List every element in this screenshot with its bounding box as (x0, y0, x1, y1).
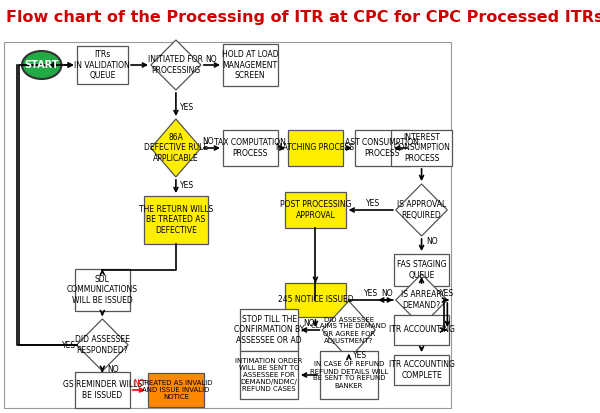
Text: YES: YES (181, 180, 194, 190)
Text: NO: NO (205, 55, 217, 64)
Text: MATCHING PROCESS: MATCHING PROCESS (277, 143, 355, 152)
Text: TREATED AS INVALID
AND ISSUE INVALID
NOTICE: TREATED AS INVALID AND ISSUE INVALID NOT… (140, 380, 212, 400)
Text: IS APPROVAL
REQUIRED: IS APPROVAL REQUIRED (397, 200, 446, 220)
Text: SDL
COMMUNICATIONS
WILL BE ISSUED: SDL COMMUNICATIONS WILL BE ISSUED (67, 275, 138, 305)
Text: NO: NO (202, 138, 214, 147)
Polygon shape (151, 119, 201, 177)
FancyBboxPatch shape (320, 351, 377, 399)
FancyBboxPatch shape (394, 355, 449, 385)
Text: YES: YES (62, 340, 76, 349)
FancyBboxPatch shape (394, 315, 449, 345)
Text: YES: YES (181, 104, 194, 112)
Text: THE RETURN WILLS
BE TREATED AS
DEFECTIVE: THE RETURN WILLS BE TREATED AS DEFECTIVE (139, 205, 213, 235)
Text: YES: YES (366, 199, 380, 209)
FancyBboxPatch shape (394, 254, 449, 286)
Text: NO: NO (107, 366, 119, 375)
Text: ITRs
IN VALIDATION
QUEUE: ITRs IN VALIDATION QUEUE (74, 50, 130, 80)
Text: NO: NO (426, 237, 438, 247)
Text: INTEREST
CONSUMPTION
PROCESS: INTEREST CONSUMPTION PROCESS (393, 133, 450, 163)
Text: AST CONSUMPTION
PROCESS: AST CONSUMPTION PROCESS (345, 138, 419, 158)
Text: HOLD AT LOAD
MANAGEMENT
SCREEN: HOLD AT LOAD MANAGEMENT SCREEN (222, 50, 278, 80)
FancyBboxPatch shape (223, 44, 278, 86)
Text: DID ASSESSEE
RESPONDED?: DID ASSESSEE RESPONDED? (75, 335, 130, 355)
Text: POST PROCESSING
APPROVAL: POST PROCESSING APPROVAL (280, 200, 351, 220)
Text: IS ARREAR
DEMAND?: IS ARREAR DEMAND? (401, 290, 442, 310)
FancyBboxPatch shape (241, 309, 298, 351)
Text: INTIMATION ORDER
WILL BE SENT TO
ASSESSEE FOR
DEMAND/NDMC/
REFUND CASES: INTIMATION ORDER WILL BE SENT TO ASSESSE… (235, 358, 303, 392)
Text: YES: YES (353, 351, 367, 361)
Polygon shape (396, 274, 448, 326)
Text: INITIATED FOR
PROCESSING: INITIATED FOR PROCESSING (148, 55, 203, 75)
FancyBboxPatch shape (288, 130, 343, 166)
Text: YES: YES (440, 290, 454, 299)
FancyBboxPatch shape (77, 46, 128, 84)
Text: NO: NO (304, 320, 315, 328)
FancyBboxPatch shape (355, 130, 409, 166)
Text: IN CASE OF REFUND
REFUND DETAILS WILL
BE SENT TO REFUND
BANKER: IN CASE OF REFUND REFUND DETAILS WILL BE… (310, 361, 388, 389)
FancyBboxPatch shape (285, 283, 346, 317)
Text: START: START (25, 60, 59, 70)
Text: YES: YES (364, 290, 379, 299)
Text: DID ASSESSEE
CLAIMS THE DEMAND
OR AGREE FOR
ADJUSTMENT?: DID ASSESSEE CLAIMS THE DEMAND OR AGREE … (311, 316, 386, 344)
FancyBboxPatch shape (241, 351, 298, 399)
Text: ITR ACCOUNTING
COMPLETE: ITR ACCOUNTING COMPLETE (389, 360, 455, 380)
Text: Flow chart of the Processing of ITR at CPC for CPC Processed ITRs:: Flow chart of the Processing of ITR at C… (6, 10, 600, 25)
Text: 86A
DEFECTIVE RULE
APPLICABLE: 86A DEFECTIVE RULE APPLICABLE (144, 133, 208, 163)
FancyBboxPatch shape (285, 192, 346, 228)
Text: STOP TILL THE
CONFIRMATION BY
ASSESSEE OR AD: STOP TILL THE CONFIRMATION BY ASSESSEE O… (234, 315, 304, 345)
FancyBboxPatch shape (75, 372, 130, 408)
Text: ITR ACCOUNTING: ITR ACCOUNTING (389, 325, 455, 335)
Ellipse shape (22, 51, 61, 79)
Text: TAX COMPUTATION
PROCESS: TAX COMPUTATION PROCESS (214, 138, 286, 158)
Polygon shape (396, 184, 448, 236)
FancyBboxPatch shape (75, 269, 130, 311)
FancyBboxPatch shape (223, 130, 278, 166)
Text: 245 NOTICE ISSUED: 245 NOTICE ISSUED (278, 295, 353, 304)
Polygon shape (151, 40, 201, 90)
Polygon shape (77, 319, 128, 371)
FancyBboxPatch shape (144, 196, 208, 244)
FancyBboxPatch shape (391, 130, 452, 166)
FancyBboxPatch shape (148, 373, 204, 407)
Text: FAS STAGING
QUEUE: FAS STAGING QUEUE (397, 260, 446, 280)
Polygon shape (322, 301, 376, 359)
Text: NO: NO (134, 380, 145, 389)
Text: GS REMINDER WILLS
BE ISSUED: GS REMINDER WILLS BE ISSUED (63, 380, 142, 400)
Text: NO: NO (381, 290, 392, 299)
